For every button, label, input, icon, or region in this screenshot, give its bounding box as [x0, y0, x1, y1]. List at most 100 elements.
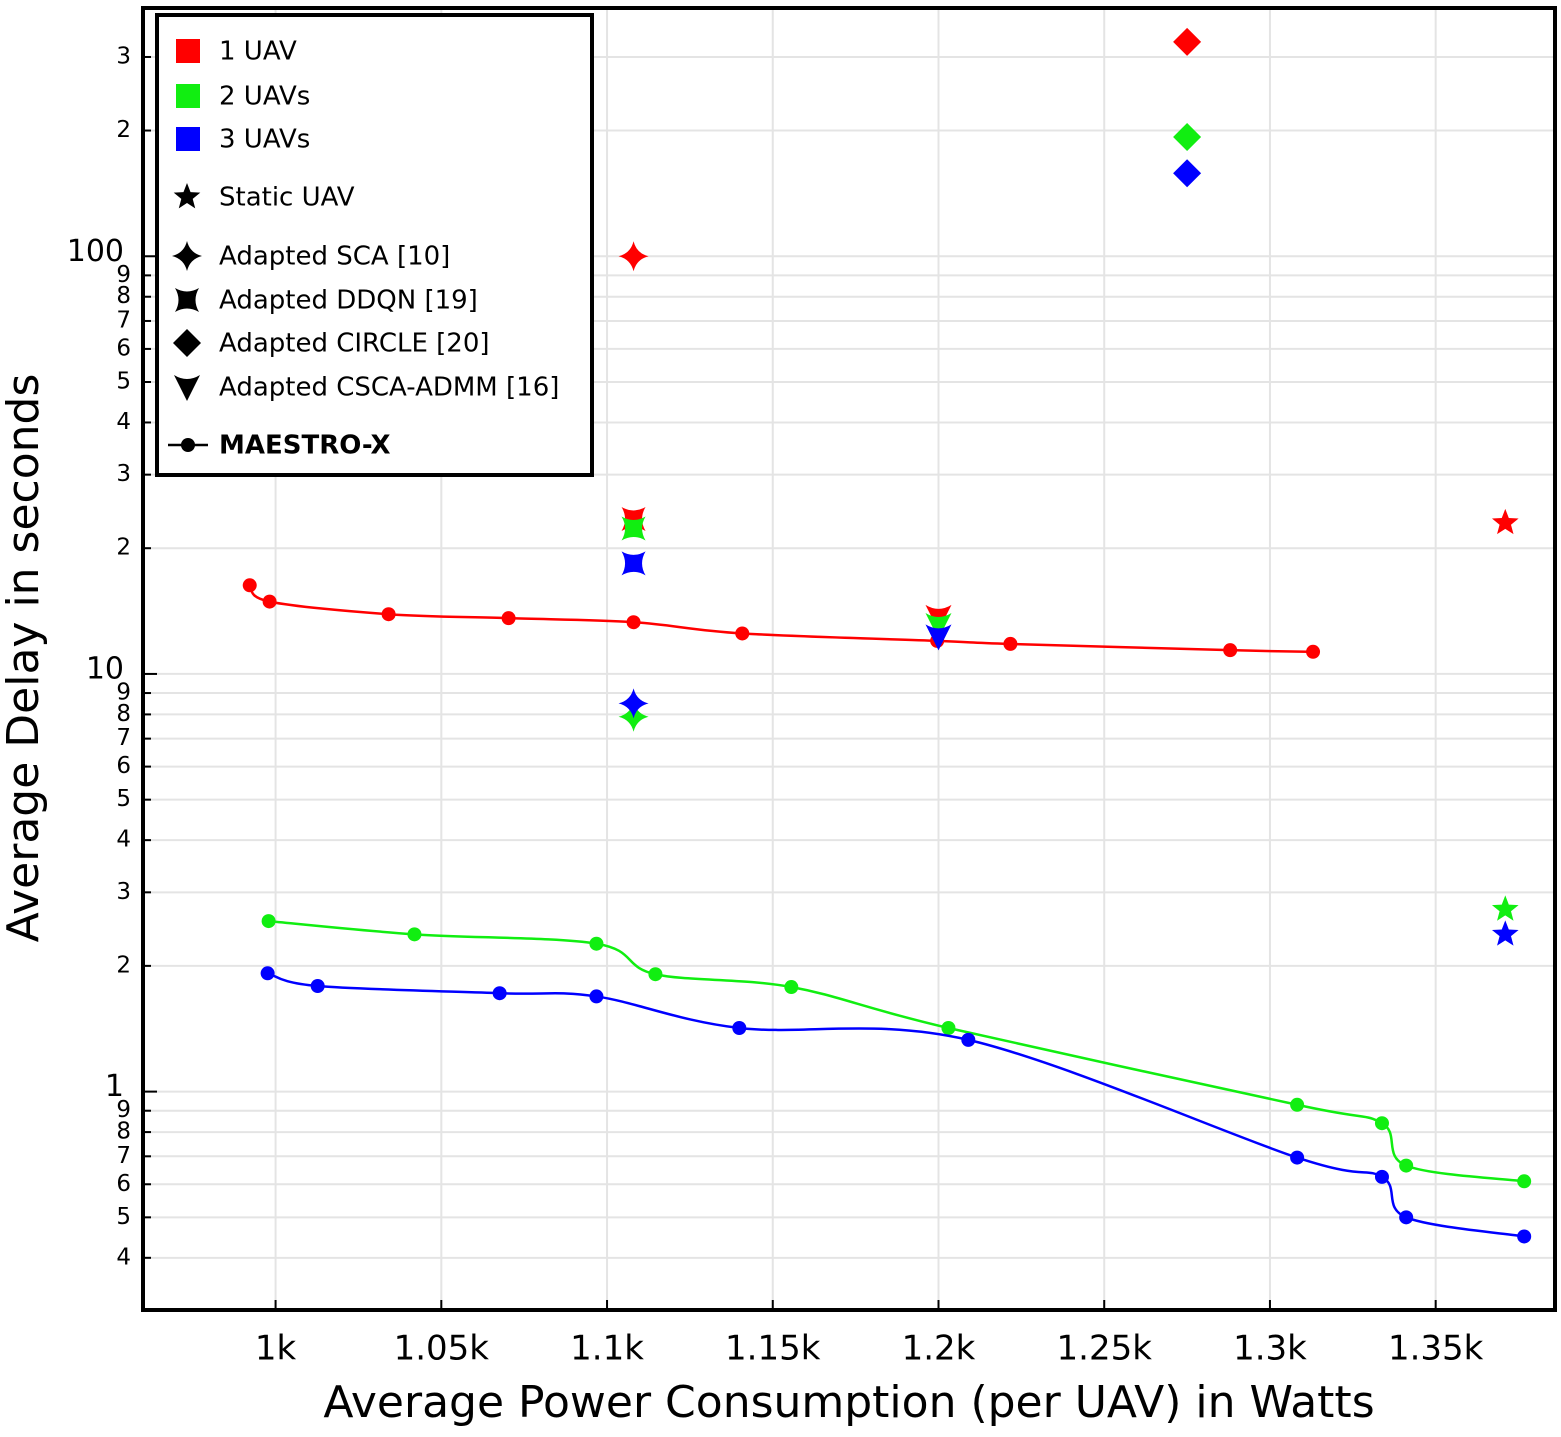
y-tick-label: 7 — [116, 725, 131, 751]
y-tick-label: 5 — [116, 1204, 131, 1230]
point — [1517, 1174, 1532, 1189]
point — [501, 611, 516, 626]
legend-symbol — [173, 329, 201, 357]
point — [1399, 1158, 1414, 1173]
legend-label: Adapted SCA [10] — [219, 242, 450, 272]
point — [618, 241, 649, 272]
point — [1374, 1169, 1389, 1184]
legend-label: MAESTRO-X — [219, 431, 391, 461]
point — [242, 578, 257, 593]
line — [268, 919, 1525, 1183]
y-tick-label: 6 — [116, 1171, 131, 1197]
legend-swatch — [176, 84, 200, 108]
line — [248, 584, 1314, 654]
x-tick-label: 1.25k — [1057, 1329, 1153, 1369]
x-tick-label: 1k — [255, 1329, 297, 1369]
legend-label: 2 UAVs — [219, 82, 310, 112]
point — [262, 594, 277, 609]
point — [1374, 1116, 1389, 1131]
y-tick-label: 5 — [116, 786, 131, 812]
legend-label: Static UAV — [219, 183, 355, 213]
point — [648, 967, 663, 982]
point — [961, 1032, 976, 1047]
point — [1491, 508, 1519, 535]
y-tick-label: 8 — [116, 283, 131, 309]
legend-label: 3 UAVs — [219, 125, 310, 155]
point — [260, 966, 275, 981]
point — [381, 607, 396, 622]
legend-box — [155, 13, 594, 477]
y-tick-label: 4 — [116, 827, 131, 853]
legend-swatch — [176, 39, 200, 63]
y-tick-label: 3 — [116, 461, 131, 487]
y-tick-label: 8 — [116, 701, 131, 727]
y-major-tick-label: 1 — [105, 1069, 124, 1104]
x-tick-label: 1.3k — [1233, 1329, 1307, 1369]
point — [589, 989, 604, 1004]
legend-symbol — [181, 438, 195, 452]
point — [1173, 159, 1202, 188]
legend-symbol — [172, 241, 202, 271]
y-tick-label: 7 — [116, 1143, 131, 1169]
y-tick-label: 2 — [116, 117, 131, 143]
point — [618, 688, 649, 719]
y-tick-label: 6 — [116, 753, 131, 779]
x-tick-label: 1.05k — [394, 1329, 490, 1369]
y-tick-label: 4 — [116, 1244, 131, 1270]
y-axis-label: Average Delay in seconds — [0, 374, 49, 943]
legend-symbol — [173, 183, 201, 209]
x-axis-label: Average Power Consumption (per UAV) in W… — [323, 1377, 1374, 1428]
point — [1223, 643, 1238, 658]
point — [1491, 895, 1519, 921]
point — [1491, 920, 1519, 946]
point — [1517, 1229, 1532, 1244]
point — [626, 615, 641, 630]
y-tick-label: 3 — [116, 879, 131, 905]
y-tick-label: 7 — [116, 307, 131, 333]
legend-label: Adapted CIRCLE [20] — [219, 329, 490, 359]
legend-label: 1 UAV — [219, 37, 297, 67]
point — [589, 936, 604, 951]
point — [1399, 1210, 1414, 1225]
point — [621, 551, 646, 576]
legend-symbol — [175, 288, 199, 312]
point — [1173, 27, 1202, 56]
point — [732, 1021, 747, 1036]
y-tick-label: 9 — [116, 262, 131, 288]
point — [925, 612, 952, 639]
point — [1003, 636, 1018, 651]
legend-symbol — [174, 375, 200, 401]
x-tick-label: 1.15k — [725, 1329, 821, 1369]
y-tick-label: 2 — [116, 952, 131, 978]
x-tick-label: 1.2k — [902, 1329, 976, 1369]
point — [1173, 122, 1202, 151]
point — [621, 516, 646, 541]
point — [261, 914, 276, 929]
y-major-tick-label: 100 — [67, 234, 124, 269]
point — [735, 626, 750, 641]
y-tick-label: 4 — [116, 409, 131, 435]
x-tick-label: 1.1k — [570, 1329, 644, 1369]
point — [492, 986, 507, 1001]
line — [267, 972, 1525, 1238]
legend-label: Adapted DDQN [19] — [219, 286, 478, 316]
point — [784, 980, 799, 995]
x-tick-label: 1.35k — [1388, 1329, 1484, 1369]
point — [1306, 644, 1321, 659]
y-tick-label: 2 — [116, 535, 131, 561]
plot-frame — [141, 6, 1557, 1312]
point — [941, 1021, 956, 1036]
y-major-tick-label: 10 — [86, 651, 124, 686]
point — [1290, 1097, 1305, 1112]
y-tick-label: 9 — [116, 680, 131, 706]
y-tick-label: 9 — [116, 1097, 131, 1123]
point — [310, 978, 325, 993]
legend-swatch — [176, 127, 200, 151]
point — [407, 927, 422, 942]
y-tick-label: 3 — [116, 43, 131, 69]
y-tick-label: 6 — [116, 335, 131, 361]
point — [1290, 1150, 1305, 1165]
y-tick-label: 8 — [116, 1119, 131, 1145]
y-tick-label: 5 — [116, 368, 131, 394]
